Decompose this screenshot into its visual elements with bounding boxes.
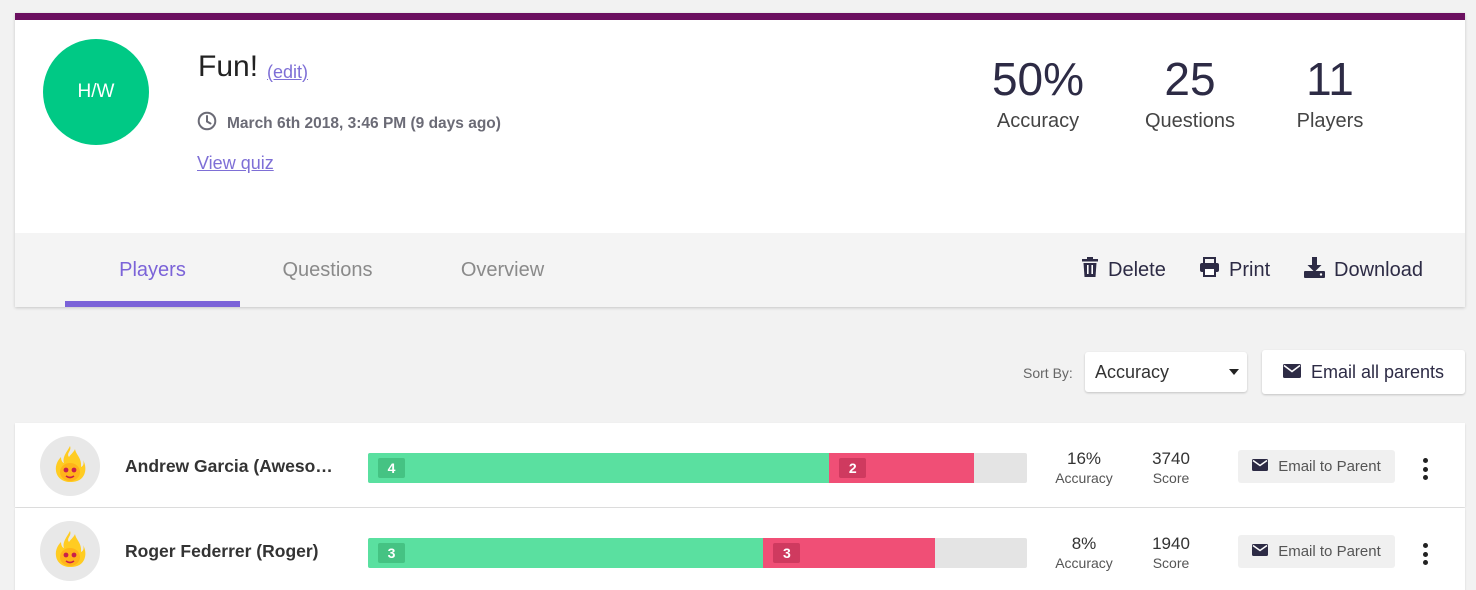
- stat-players: 11 Players: [1287, 56, 1373, 133]
- answer-bar: 3 3: [368, 538, 1027, 568]
- email-to-parent-button[interactable]: Email to Parent: [1238, 535, 1395, 568]
- delete-label: Delete: [1108, 258, 1166, 281]
- quiz-avatar-text: H/W: [77, 81, 115, 102]
- envelope-icon: [1252, 458, 1269, 475]
- stat-accuracy: 50% Accuracy: [990, 56, 1086, 133]
- tab-questions[interactable]: Questions: [282, 258, 373, 281]
- sort-select[interactable]: Accuracy: [1085, 352, 1247, 392]
- envelope-icon: [1282, 362, 1301, 383]
- stat-value: 11: [1306, 53, 1354, 105]
- flame-character-icon: [54, 530, 86, 573]
- view-quiz-link[interactable]: View quiz: [197, 153, 274, 173]
- player-score-value: 1940: [1152, 534, 1190, 553]
- stat-label: Questions: [1144, 110, 1236, 132]
- player-accuracy-label: Accuracy: [1055, 470, 1113, 486]
- print-button[interactable]: Print: [1199, 257, 1270, 283]
- quiz-summary-card: H/W Fun! (edit) March 6th 2018, 3:46 PM …: [15, 13, 1465, 307]
- email-to-parent-label: Email to Parent: [1278, 458, 1381, 475]
- player-score-label: Score: [1152, 555, 1190, 571]
- caret-down-icon: [1229, 369, 1239, 375]
- download-icon: [1304, 257, 1325, 284]
- email-to-parent-button[interactable]: Email to Parent: [1238, 450, 1395, 483]
- sort-by-label: Sort By:: [1023, 365, 1073, 381]
- player-accuracy-value: 16%: [1066, 449, 1102, 468]
- flame-character-icon: [54, 445, 86, 488]
- quiz-avatar: H/W: [43, 39, 149, 145]
- correct-segment: 3: [368, 538, 764, 568]
- email-all-parents-button[interactable]: Email all parents: [1262, 350, 1465, 394]
- player-score-label: Score: [1152, 470, 1190, 486]
- edit-title-link[interactable]: (edit): [267, 62, 309, 82]
- incorrect-segment: 3: [763, 538, 935, 568]
- email-to-parent-label: Email to Parent: [1278, 543, 1381, 560]
- quiz-date: March 6th 2018, 3:46 PM (9 days ago): [227, 114, 501, 132]
- correct-segment: 4: [368, 453, 830, 483]
- incorrect-count: 3: [773, 543, 801, 563]
- print-label: Print: [1229, 258, 1271, 281]
- printer-icon: [1199, 257, 1220, 283]
- player-accuracy: 8% Accuracy: [1046, 534, 1122, 571]
- stat-value: 25: [1164, 53, 1216, 105]
- player-avatar: [40, 521, 100, 581]
- player-accuracy: 16% Accuracy: [1046, 449, 1122, 486]
- tab-bar: Players Questions Overview Delete Print …: [15, 233, 1465, 307]
- clock-icon: [197, 111, 217, 136]
- email-all-label: Email all parents: [1310, 361, 1445, 382]
- player-avatar: [40, 436, 100, 496]
- player-name[interactable]: Roger Federrer (Roger): [125, 541, 319, 561]
- sort-selected-value: Accuracy: [1095, 361, 1170, 382]
- envelope-icon: [1252, 543, 1269, 560]
- download-label: Download: [1334, 259, 1423, 281]
- tab-players[interactable]: Players: [65, 233, 240, 307]
- trash-icon: [1081, 257, 1099, 283]
- delete-button[interactable]: Delete: [1081, 257, 1166, 283]
- incorrect-segment: 2: [829, 453, 975, 483]
- stat-label: Accuracy: [996, 110, 1080, 132]
- player-accuracy-value: 8%: [1071, 534, 1097, 553]
- correct-count: 3: [378, 543, 405, 563]
- answer-bar: 4 2: [368, 453, 1027, 483]
- player-score-value: 3740: [1152, 449, 1190, 468]
- quiz-title: Fun!: [198, 50, 259, 83]
- stat-questions: 25 Questions: [1140, 56, 1240, 133]
- download-button[interactable]: Download: [1304, 257, 1423, 284]
- player-row[interactable]: Roger Federrer (Roger) 3 3 8% Accuracy 1…: [15, 508, 1465, 590]
- more-options-icon[interactable]: [1415, 455, 1435, 483]
- quiz-date-row: March 6th 2018, 3:46 PM (9 days ago): [197, 111, 501, 136]
- correct-count: 4: [378, 458, 405, 478]
- player-accuracy-label: Accuracy: [1055, 555, 1113, 571]
- stat-value: 50%: [991, 53, 1085, 105]
- stat-label: Players: [1296, 110, 1364, 132]
- player-name[interactable]: Andrew Garcia (Awesome): [125, 456, 340, 476]
- incorrect-count: 2: [839, 458, 867, 478]
- more-options-icon[interactable]: [1415, 540, 1435, 568]
- player-score: 1940 Score: [1141, 534, 1201, 571]
- tab-overview[interactable]: Overview: [460, 258, 545, 281]
- player-row[interactable]: Andrew Garcia (Awesome) 4 2 16% Accuracy…: [15, 423, 1465, 507]
- player-score: 3740 Score: [1141, 449, 1201, 486]
